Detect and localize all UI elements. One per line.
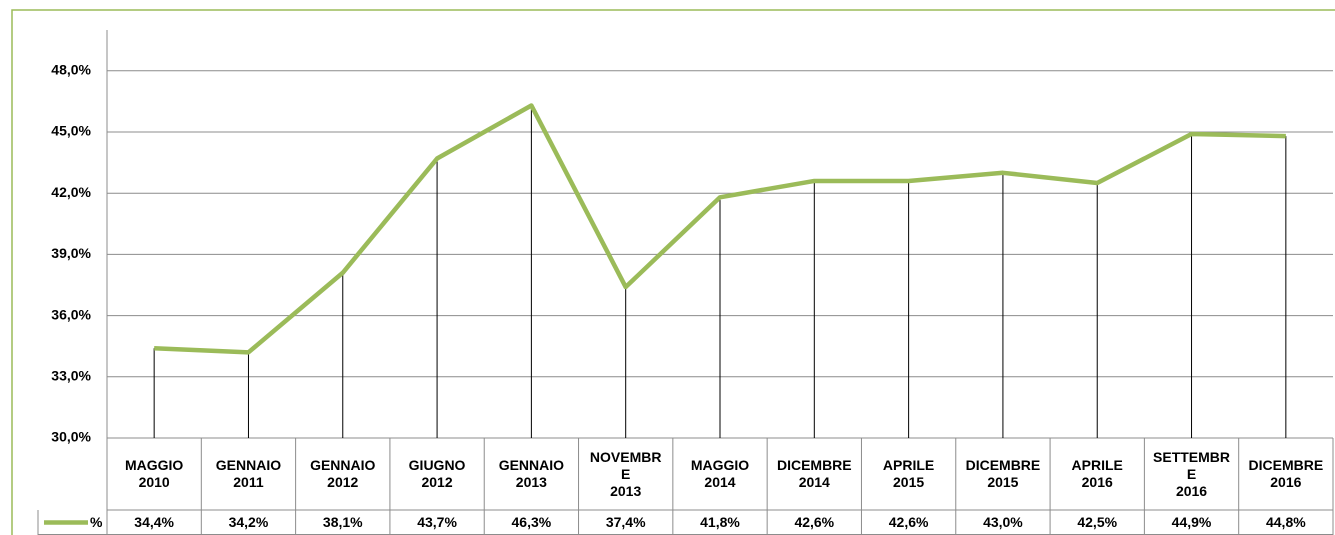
value-label: 43,7% — [417, 514, 457, 530]
data-line — [154, 103, 1286, 355]
value-label: 42,6% — [794, 514, 835, 530]
category-label: DICEMBRE 2016 — [1248, 457, 1324, 490]
category-label: GENNAIO 2012 — [310, 457, 376, 490]
category-label: APRILE 2016 — [1071, 457, 1123, 490]
value-label: 34,2% — [228, 514, 269, 530]
y-tick-label: 30,0% — [51, 429, 91, 445]
category-label: MAGGIO 2010 — [124, 457, 184, 490]
category-label: NOVEMBR E 2013 — [589, 448, 662, 499]
y-tick-label: 36,0% — [51, 306, 91, 322]
legend-label: % — [90, 514, 103, 530]
value-label: 42,5% — [1077, 514, 1118, 530]
value-label: 42,6% — [888, 514, 929, 530]
category-label: DICEMBRE 2015 — [965, 457, 1041, 490]
value-label: 43,0% — [983, 514, 1023, 530]
value-label: 34,4% — [134, 514, 174, 530]
category-label: GENNAIO 2011 — [215, 457, 282, 490]
y-tick-label: 33,0% — [51, 368, 91, 384]
value-label: 44,8% — [1265, 514, 1306, 530]
y-tick-label: 42,0% — [51, 184, 91, 200]
y-tick-label: 45,0% — [51, 123, 91, 139]
category-label: GENNAIO 2013 — [498, 457, 565, 490]
category-label: MAGGIO 2014 — [690, 457, 750, 490]
chart-border — [11, 9, 1335, 535]
category-label: GIUGNO 2012 — [408, 457, 466, 490]
value-label: 38,1% — [322, 514, 363, 530]
value-label: 46,3% — [511, 514, 552, 530]
y-tick-label: 39,0% — [51, 245, 91, 261]
value-label: 37,4% — [605, 514, 646, 530]
category-label: DICEMBRE 2014 — [776, 457, 852, 490]
value-label: 41,8% — [700, 514, 740, 530]
category-label: APRILE 2015 — [882, 457, 935, 490]
category-label: SETTEMBR E 2016 — [1153, 448, 1231, 499]
y-tick-label: 48,0% — [51, 62, 91, 78]
value-label: 44,9% — [1171, 514, 1212, 530]
